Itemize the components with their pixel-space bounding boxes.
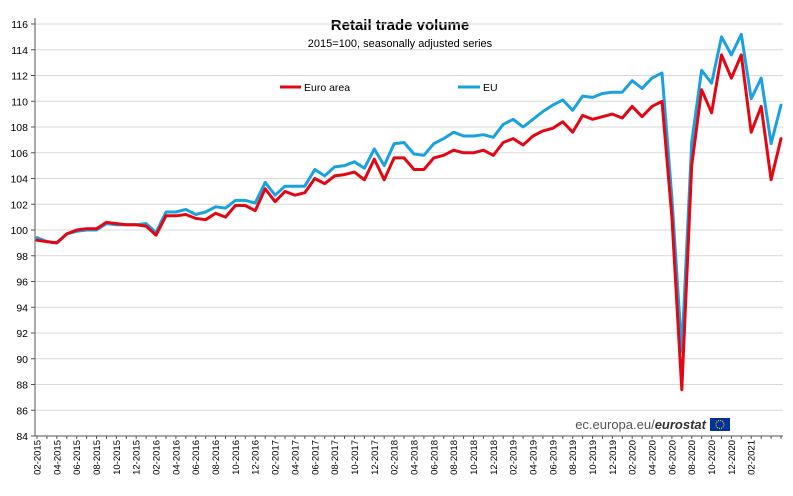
- chart-subtitle: 2015=100, seasonally adjusted series: [308, 38, 493, 50]
- x-tick-label: 02-2021: [747, 440, 758, 475]
- x-tick-label: 06-2019: [548, 440, 559, 475]
- branding-name: eurostat: [655, 417, 707, 432]
- y-tick-label: 114: [11, 45, 28, 57]
- y-tick-label: 112: [11, 71, 28, 83]
- x-tick-label: 12-2019: [608, 440, 619, 475]
- y-tick-label: 90: [16, 354, 28, 366]
- x-tick-label: 08-2019: [568, 440, 579, 475]
- x-tick-label: 02-2019: [509, 440, 520, 475]
- x-tick-label: 10-2017: [350, 440, 361, 475]
- eu-flag-icon: [710, 418, 730, 431]
- y-tick-label: 94: [16, 302, 28, 314]
- series-lines: [35, 32, 783, 392]
- x-tick-label: 10-2016: [231, 440, 242, 475]
- x-tick-label: 04-2016: [171, 440, 182, 475]
- y-tick-label: 92: [16, 328, 28, 340]
- x-tick-label: 12-2018: [489, 440, 500, 475]
- x-tick-label: 08-2017: [330, 440, 341, 475]
- y-tick-label: 96: [16, 277, 28, 289]
- y-tick-label: 98: [16, 251, 28, 263]
- x-tick-label: 08-2018: [449, 440, 460, 475]
- x-tick-label: 06-2015: [72, 440, 83, 475]
- x-tick-label: 10-2015: [112, 440, 123, 475]
- x-tick-label: 02-2017: [271, 440, 282, 475]
- x-tick-label: 10-2020: [707, 440, 718, 475]
- x-tick-label: 04-2015: [52, 440, 63, 475]
- y-tick-label: 84: [16, 431, 28, 443]
- x-tick-label: 10-2018: [469, 440, 480, 475]
- x-tick-label: 06-2016: [191, 440, 202, 475]
- x-tick-label: 02-2020: [628, 440, 639, 475]
- eurostat-branding: ec.europa.eu/eurostat: [575, 417, 730, 432]
- x-tick-label: 04-2019: [529, 440, 540, 475]
- legend-euro-area-label: Euro area: [304, 82, 350, 94]
- y-tick-label: 104: [10, 174, 28, 186]
- x-tick-label: 08-2016: [211, 440, 222, 475]
- y-tick-label: 106: [10, 148, 28, 160]
- x-tick-label: 04-2020: [648, 440, 659, 475]
- y-tick-label: 108: [10, 122, 28, 134]
- y-tick-label: 88: [16, 380, 28, 392]
- x-tick-label: 12-2016: [251, 440, 262, 475]
- series-line-euro-area: [35, 53, 783, 392]
- x-tick-label: 02-2018: [390, 440, 401, 475]
- x-tick-label: 02-2015: [33, 440, 44, 475]
- x-tick-label: 08-2015: [92, 440, 103, 475]
- axes: [34, 18, 783, 437]
- y-tick-label: 102: [10, 199, 28, 211]
- x-tick-label: 06-2017: [310, 440, 321, 475]
- x-tick-label: 10-2019: [588, 440, 599, 475]
- y-tick-label: 100: [10, 225, 28, 237]
- x-tick-label: 06-2018: [429, 440, 440, 475]
- x-tick-label: 12-2017: [370, 440, 381, 475]
- legend: Euro area EU: [280, 82, 498, 94]
- branding-prefix: ec.europa.eu/: [575, 417, 655, 432]
- x-axis-ticks: 02-2015 04-2015 06-2015 08-2015 10-2015 12-20…: [33, 436, 782, 475]
- x-tick-label: 04-2017: [290, 440, 301, 475]
- branding-text: ec.europa.eu/eurostat: [575, 417, 706, 432]
- x-tick-label: 04-2018: [409, 440, 420, 475]
- y-tick-label: 116: [11, 19, 28, 31]
- chart-title: Retail trade volume: [331, 17, 469, 34]
- x-tick-label: 06-2020: [667, 440, 678, 475]
- y-tick-label: 110: [11, 96, 28, 108]
- legend-eu-label: EU: [483, 82, 498, 94]
- x-tick-label: 08-2020: [687, 440, 698, 475]
- y-axis-ticks: 84 86 88 90 92 94 96 98 100 102 104 106 108 110 112 114…: [10, 19, 35, 443]
- x-tick-label: 12-2015: [132, 440, 143, 475]
- x-tick-label: 12-2020: [727, 440, 738, 475]
- y-tick-label: 86: [16, 405, 28, 417]
- x-tick-label: 02-2016: [152, 440, 163, 475]
